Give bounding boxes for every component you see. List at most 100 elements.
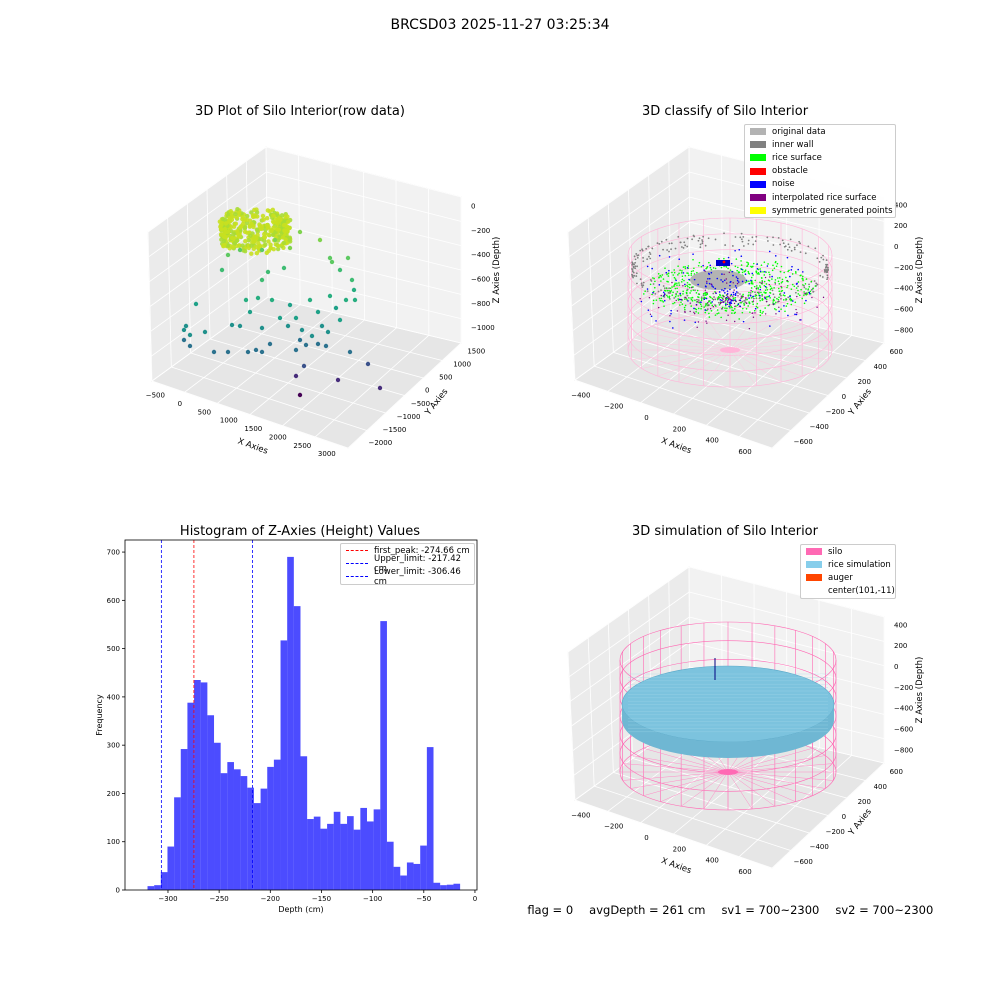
interpolated-point	[765, 300, 768, 303]
rice-surface-point	[695, 292, 698, 294]
inner-wall-point	[649, 278, 652, 281]
silo-wire-spoke	[631, 349, 731, 360]
rice-surface-point	[761, 280, 763, 282]
y-tick-label: 400	[107, 693, 120, 701]
rice-surface-point	[681, 303, 684, 306]
raw-point	[293, 373, 299, 379]
inner-wall-point	[767, 240, 769, 242]
rice-surface-point	[660, 297, 663, 300]
interpolated-point	[752, 300, 755, 302]
interpolated-point	[675, 299, 677, 302]
rice-surface-point	[780, 308, 782, 310]
inner-wall-point	[698, 237, 701, 240]
rice-surface-point	[748, 272, 751, 275]
inner-wall-point	[825, 265, 828, 268]
histogram-legend: first_peak: -274.66 cm Upper_limit: -217.…	[340, 543, 475, 587]
inner-wall-point	[636, 282, 638, 285]
noise-point	[734, 299, 737, 302]
rice-surface-point	[710, 268, 713, 271]
inner-wall-point	[823, 270, 826, 272]
noise-point	[670, 309, 672, 312]
legend-label: obstacle	[772, 166, 808, 177]
inner-wall-point	[662, 285, 665, 287]
interpolated-point	[760, 282, 763, 284]
rice-surface-point	[666, 294, 668, 297]
inner-wall-point	[741, 300, 744, 303]
inner-wall-point	[701, 239, 703, 241]
raw-point	[264, 215, 270, 221]
left-gridline	[148, 171, 267, 258]
inner-wall-point	[635, 272, 638, 275]
noise-point	[734, 292, 737, 295]
silo-wire-spoke	[657, 323, 731, 351]
inner-wall-point	[766, 236, 769, 239]
raw-point	[248, 233, 253, 238]
original-data-cluster	[690, 270, 746, 290]
inner-wall-point	[639, 278, 642, 281]
noise-point	[748, 282, 751, 285]
rice-surface-point	[791, 283, 794, 286]
interpolated-point	[721, 301, 723, 304]
rice-surface-point	[679, 304, 681, 306]
rice-surface-point	[697, 296, 699, 298]
interpolated-point	[778, 306, 780, 308]
raw-point	[307, 297, 313, 303]
interpolated-point	[726, 294, 728, 296]
noise-point	[658, 284, 661, 286]
legend-swatch	[806, 588, 822, 595]
histogram-bar	[333, 811, 341, 890]
rice-surface-point	[649, 283, 652, 286]
floor-gridline	[347, 342, 462, 449]
interpolated-point	[727, 295, 729, 298]
z-tick-label: −800	[471, 300, 490, 308]
y-tick-label: 200	[107, 790, 120, 798]
interpolated-point	[764, 276, 767, 279]
inner-wall-point	[697, 239, 700, 242]
floor-gridline	[771, 762, 885, 869]
rice-surface-point	[677, 265, 679, 267]
legend-swatch	[806, 548, 822, 556]
rice-surface-point	[740, 260, 742, 262]
interpolated-point	[745, 302, 748, 304]
inner-wall-point	[747, 242, 750, 245]
inner-wall-point	[633, 263, 635, 266]
interpolated-point	[704, 270, 706, 272]
histogram-bar	[220, 773, 228, 890]
rice-surface-point	[721, 306, 724, 309]
rice-surface-point	[778, 296, 780, 299]
rice-surface-point	[672, 274, 675, 276]
interpolated-point	[734, 320, 736, 323]
rice-surface-point	[757, 288, 760, 290]
inner-wall-point	[749, 291, 752, 294]
legend-entry: Lower_limit: -306.46 cm	[341, 567, 474, 587]
inner-wall-point	[646, 290, 649, 293]
noise-point	[688, 278, 690, 281]
y-axis-label: Y Axies	[846, 387, 874, 419]
rice-surface-point	[794, 271, 797, 273]
rice-surface-point	[763, 280, 766, 283]
noise-point	[783, 292, 786, 294]
legend-label: rice simulation	[828, 559, 891, 570]
y-tick-label: 600	[107, 597, 120, 605]
noise-point	[745, 279, 748, 282]
inner-wall-point	[699, 243, 702, 246]
silo-wire-spoke	[643, 748, 729, 773]
raw-point	[249, 243, 254, 248]
inner-wall-point	[786, 248, 789, 251]
rice-surface-point	[764, 291, 767, 294]
interpolated-point	[727, 314, 729, 316]
interpolated-point	[649, 313, 652, 315]
rice-surface-point	[744, 269, 747, 271]
interpolated-point	[706, 322, 708, 324]
classify-plot-title: 3D classify of Silo Interior	[641, 104, 809, 119]
interpolated-point	[710, 283, 713, 285]
raw-point	[255, 295, 261, 301]
noise-point	[711, 301, 713, 303]
simulation-plot-title: 3D simulation of Silo Interior	[632, 524, 818, 539]
inner-wall-point	[648, 251, 651, 254]
raw-point	[187, 343, 193, 349]
noise-point	[731, 299, 733, 301]
rice-surface-point	[803, 291, 805, 293]
silo-wire-spoke	[729, 331, 819, 351]
x-tick-label: −150	[312, 895, 331, 903]
